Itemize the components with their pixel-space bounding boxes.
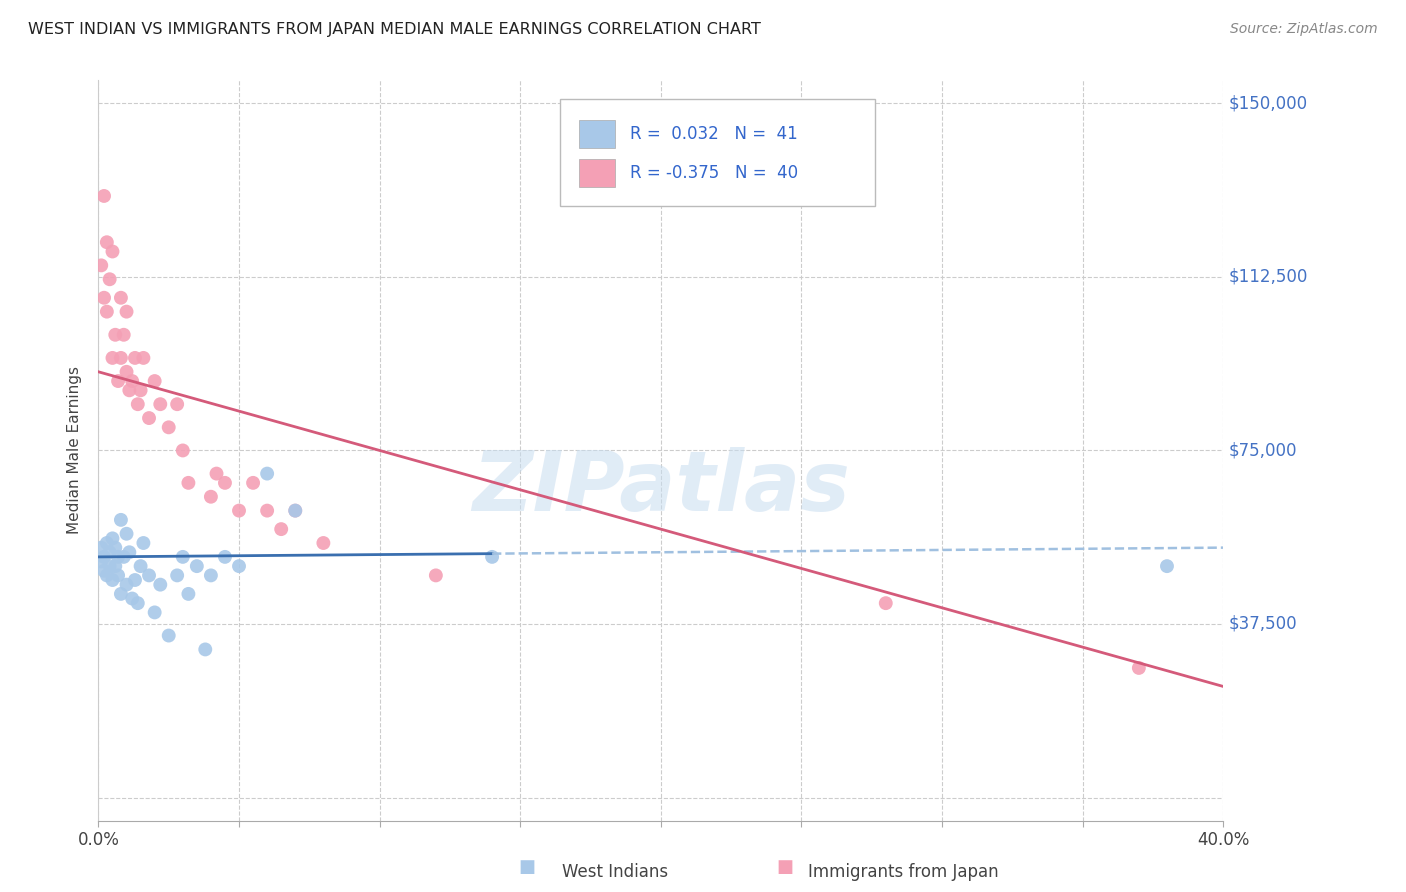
Point <box>93 564 115 578</box>
Point <box>124 573 146 587</box>
Point <box>166 568 188 582</box>
Point <box>143 606 166 620</box>
Text: WEST INDIAN VS IMMIGRANTS FROM JAPAN MEDIAN MALE EARNINGS CORRELATION CHART: WEST INDIAN VS IMMIGRANTS FROM JAPAN MED… <box>28 22 761 37</box>
Text: $37,500: $37,500 <box>1229 615 1298 633</box>
Point <box>1156 559 1178 574</box>
Point <box>121 374 143 388</box>
Point <box>256 503 278 517</box>
Point <box>214 549 236 564</box>
Point <box>107 568 129 582</box>
FancyBboxPatch shape <box>560 99 875 206</box>
Point <box>132 536 155 550</box>
Point <box>96 235 118 250</box>
Point <box>104 559 127 574</box>
Point <box>875 596 897 610</box>
Point <box>101 573 124 587</box>
Point <box>284 503 307 517</box>
Text: R =  0.032   N =  41: R = 0.032 N = 41 <box>630 125 799 143</box>
Text: West Indians: West Indians <box>562 863 668 881</box>
Point <box>90 554 112 569</box>
Point <box>98 272 121 286</box>
Point <box>138 568 160 582</box>
Point <box>110 587 132 601</box>
Point <box>157 420 180 434</box>
FancyBboxPatch shape <box>579 120 614 148</box>
Point <box>228 559 250 574</box>
Point <box>101 532 124 546</box>
Point <box>172 549 194 564</box>
Point <box>200 568 222 582</box>
Point <box>90 258 112 272</box>
Point <box>93 189 115 203</box>
Point <box>242 475 264 490</box>
Point <box>110 513 132 527</box>
Point <box>256 467 278 481</box>
Point <box>115 304 138 318</box>
Point <box>205 467 228 481</box>
Point <box>200 490 222 504</box>
Text: $112,500: $112,500 <box>1229 268 1308 286</box>
Point <box>115 365 138 379</box>
Point <box>228 503 250 517</box>
Text: ■: ■ <box>776 858 793 876</box>
Point <box>129 384 152 398</box>
Text: Source: ZipAtlas.com: Source: ZipAtlas.com <box>1230 22 1378 37</box>
Point <box>194 642 217 657</box>
Point <box>101 244 124 259</box>
Point <box>96 304 118 318</box>
Point <box>96 536 118 550</box>
Point <box>127 596 149 610</box>
Point <box>93 291 115 305</box>
Point <box>157 628 180 642</box>
Point <box>115 526 138 541</box>
Point <box>110 291 132 305</box>
Text: ZIPatlas: ZIPatlas <box>472 447 849 528</box>
Point <box>124 351 146 365</box>
Point <box>93 549 115 564</box>
Point <box>96 568 118 582</box>
Point <box>143 374 166 388</box>
Point <box>98 559 121 574</box>
Point <box>425 568 447 582</box>
Point <box>129 559 152 574</box>
Point <box>118 545 141 559</box>
Point <box>90 541 112 555</box>
Text: Immigrants from Japan: Immigrants from Japan <box>808 863 1000 881</box>
Point <box>177 587 200 601</box>
Point <box>104 541 127 555</box>
Point <box>107 374 129 388</box>
Point <box>115 577 138 591</box>
Point <box>127 397 149 411</box>
Point <box>149 577 172 591</box>
Point <box>149 397 172 411</box>
Point <box>312 536 335 550</box>
Point <box>132 351 155 365</box>
Text: R = -0.375   N =  40: R = -0.375 N = 40 <box>630 164 799 182</box>
Point <box>98 545 121 559</box>
Point <box>112 327 135 342</box>
Text: $75,000: $75,000 <box>1229 442 1298 459</box>
Point <box>186 559 208 574</box>
Text: $150,000: $150,000 <box>1229 95 1308 112</box>
Point <box>177 475 200 490</box>
Point <box>101 351 124 365</box>
Point <box>481 549 503 564</box>
Point <box>284 503 307 517</box>
Point <box>121 591 143 606</box>
FancyBboxPatch shape <box>579 159 614 187</box>
Point <box>104 327 127 342</box>
Point <box>172 443 194 458</box>
Text: ■: ■ <box>519 858 536 876</box>
Y-axis label: Median Male Earnings: Median Male Earnings <box>67 367 83 534</box>
Point <box>110 351 132 365</box>
Point <box>166 397 188 411</box>
Point <box>270 522 292 536</box>
Point <box>118 384 141 398</box>
Point <box>107 549 129 564</box>
Point <box>1128 661 1150 675</box>
Point <box>112 549 135 564</box>
Point <box>214 475 236 490</box>
Point <box>138 411 160 425</box>
